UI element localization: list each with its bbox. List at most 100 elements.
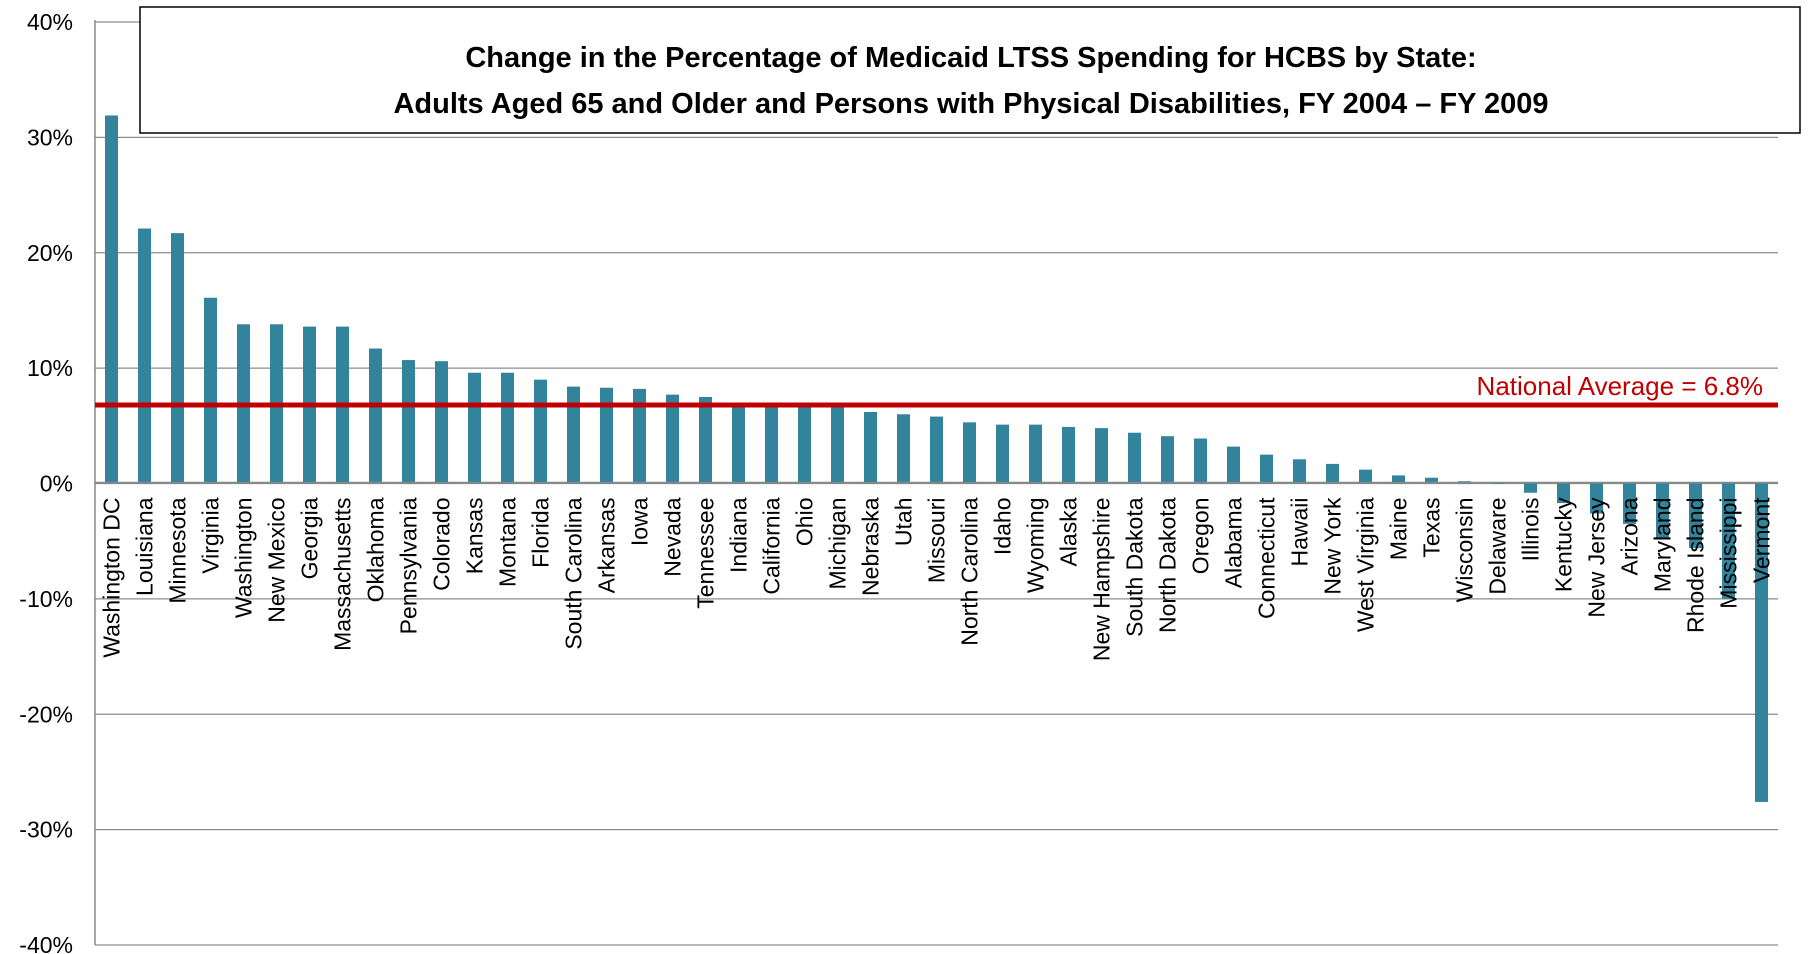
bar [930, 416, 943, 484]
bar [1029, 424, 1042, 484]
y-tick-label: 40% [27, 9, 73, 35]
bar [1425, 477, 1438, 484]
bar [600, 387, 613, 484]
x-tick-label: Massachusetts [330, 498, 356, 651]
bar [567, 386, 580, 484]
x-tick-label: New Hampshire [1089, 498, 1115, 662]
bar [105, 115, 118, 484]
x-tick-label: Florida [528, 497, 554, 568]
national-average-label: National Average = 6.8% [1477, 371, 1763, 401]
x-tick-label: North Dakota [1155, 497, 1181, 633]
x-tick-label: Minnesota [165, 497, 191, 603]
bar [1062, 426, 1075, 484]
bar [1722, 483, 1735, 599]
y-tick-label: 0% [40, 471, 73, 497]
x-tick-label: Georgia [297, 497, 323, 579]
bar [534, 379, 547, 484]
bar [369, 348, 382, 484]
y-axis-tick-labels: 40% 30% 20% 10% 0% -10% -20% -30% -40% [19, 9, 73, 954]
bar [1656, 483, 1669, 539]
x-tick-label: Texas [1419, 498, 1445, 558]
bar [1326, 463, 1339, 484]
bar [732, 405, 745, 484]
x-tick-label: Washington DC [99, 498, 125, 658]
chart-title-box: Change in the Percentage of Medicaid LTS… [139, 6, 1801, 134]
x-tick-label: New Mexico [264, 498, 290, 623]
y-tick-label: -40% [19, 932, 73, 954]
chart-title-line-1: Change in the Percentage of Medicaid LTS… [465, 42, 1476, 74]
x-tick-label: Oklahoma [363, 497, 389, 602]
x-tick-label: Ohio [792, 498, 818, 547]
x-tick-label: Virginia [198, 497, 224, 573]
bar [1392, 475, 1405, 484]
x-tick-label: Tennessee [693, 498, 719, 609]
x-tick-label: Maryland [1650, 498, 1676, 593]
x-tick-label: Maine [1386, 498, 1412, 561]
y-tick-label: -10% [19, 586, 73, 612]
x-tick-label: Louisiana [132, 497, 158, 596]
bar [765, 405, 778, 484]
bar [171, 233, 184, 484]
bar [798, 405, 811, 484]
bar [864, 411, 877, 484]
bar [1194, 438, 1207, 484]
x-tick-label: New York [1320, 497, 1346, 595]
x-tick-label: Colorado [429, 498, 455, 591]
bars [105, 115, 1768, 802]
bar [138, 228, 151, 484]
x-tick-label: Iowa [627, 497, 653, 546]
bar [402, 360, 415, 484]
bar [1590, 483, 1603, 514]
x-tick-label: Alabama [1221, 497, 1247, 588]
x-tick-label: Washington [231, 498, 257, 619]
category-labels: Washington DC Louisiana Minnesota Virginia W… [99, 497, 1775, 661]
x-tick-label: Oregon [1188, 498, 1214, 575]
bar [204, 297, 217, 484]
x-tick-label: Connecticut [1254, 497, 1280, 619]
x-tick-label: Pennsylvania [396, 497, 422, 634]
x-tick-label: Idaho [990, 498, 1016, 556]
bar [1260, 454, 1273, 484]
bar [1557, 483, 1570, 504]
bar [963, 422, 976, 484]
bar [897, 414, 910, 484]
bar [1293, 459, 1306, 484]
x-tick-label: Mississippi [1716, 498, 1742, 609]
x-tick-label: South Dakota [1122, 497, 1148, 637]
x-tick-label: New Jersey [1584, 497, 1610, 618]
x-tick-label: West Virginia [1353, 497, 1379, 632]
bar [699, 396, 712, 484]
x-tick-label: Kentucky [1551, 497, 1577, 592]
bar [1755, 483, 1768, 802]
reference-line-group: National Average = 6.8% [95, 371, 1778, 408]
bar [996, 424, 1009, 484]
x-tick-label: Wyoming [1023, 498, 1049, 594]
bar [1623, 483, 1636, 524]
x-tick-label: Indiana [726, 497, 752, 573]
chart-title-line-2: Adults Aged 65 and Older and Persons wit… [393, 88, 1548, 120]
x-tick-label: Alaska [1056, 497, 1082, 566]
bar [831, 405, 844, 484]
x-tick-label: Arizona [1617, 497, 1643, 575]
bar [1161, 436, 1174, 484]
bar [633, 388, 646, 484]
bar [1524, 483, 1537, 493]
bar [1491, 483, 1504, 484]
x-tick-label: Nebraska [858, 497, 884, 596]
y-tick-label: -30% [19, 817, 73, 843]
axes [94, 20, 1778, 945]
y-tick-label: 30% [27, 124, 73, 150]
x-tick-label: California [759, 497, 785, 594]
x-tick-label: Illinois [1518, 498, 1544, 562]
bar [435, 361, 448, 484]
x-tick-label: Arkansas [594, 498, 620, 594]
x-tick-label: North Carolina [957, 497, 983, 645]
y-tick-label: 10% [27, 355, 73, 381]
x-tick-label: South Carolina [561, 497, 587, 649]
bar [1095, 428, 1108, 484]
x-tick-label: Utah [891, 498, 917, 547]
x-tick-label: Missouri [924, 498, 950, 584]
bar [1227, 446, 1240, 484]
y-tick-label: 20% [27, 240, 73, 266]
